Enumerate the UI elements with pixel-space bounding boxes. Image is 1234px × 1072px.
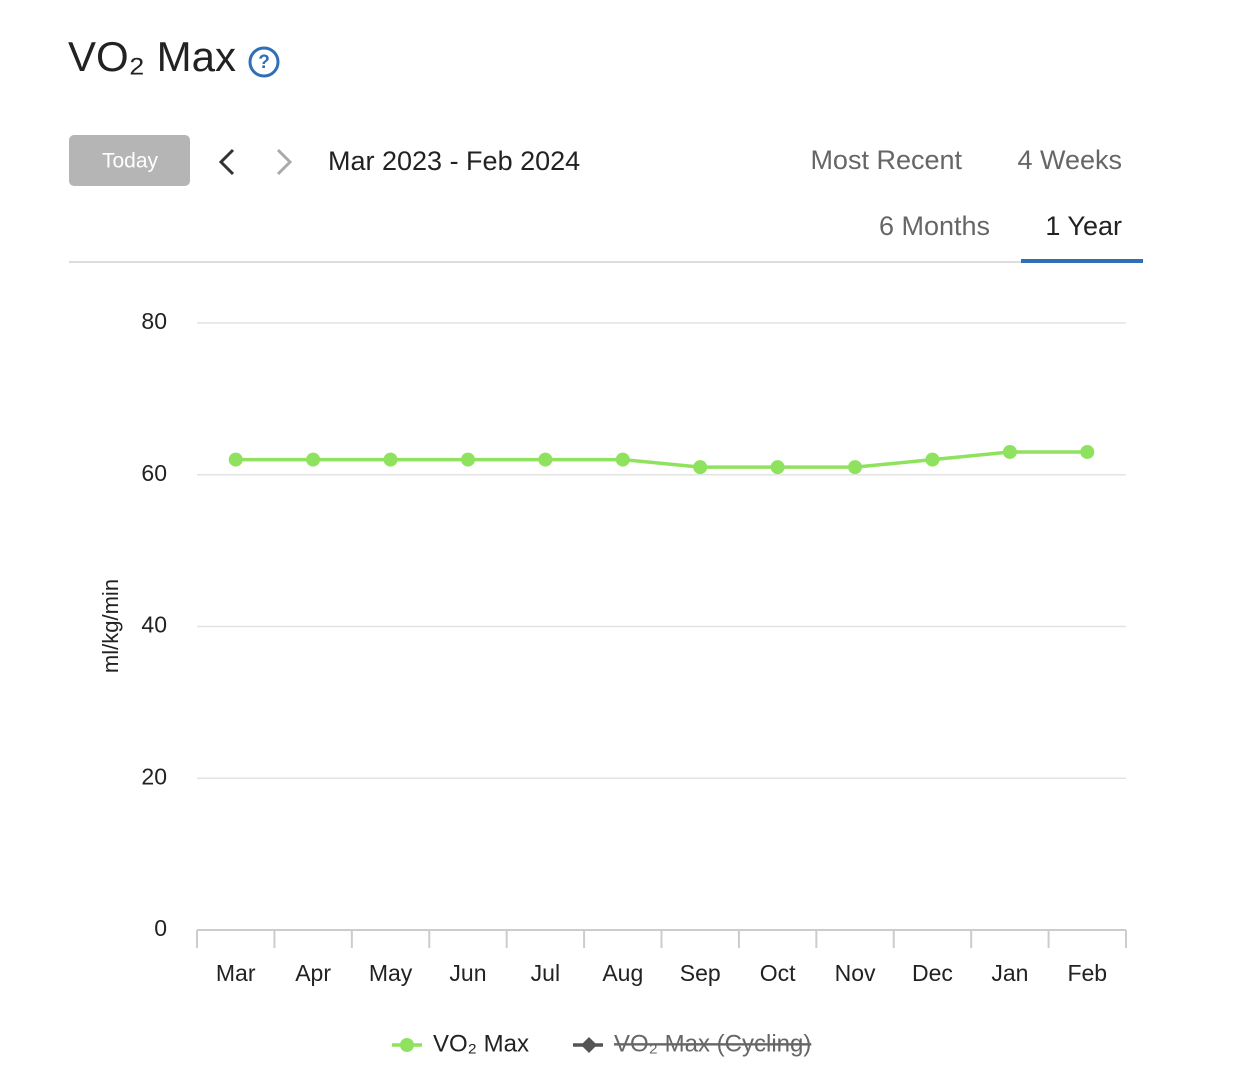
- data-point: [1002, 444, 1017, 459]
- prev-button[interactable]: [218, 148, 235, 176]
- data-point: [383, 452, 398, 467]
- x-tick-label: Jun: [449, 960, 486, 986]
- data-point: [693, 460, 708, 475]
- help-label: ?: [258, 52, 270, 73]
- x-tick-label: Oct: [760, 960, 796, 986]
- data-point: [306, 452, 321, 467]
- x-tick-label: Feb: [1067, 960, 1107, 986]
- x-tick-label: Nov: [835, 960, 876, 986]
- legend-marker: [400, 1038, 414, 1052]
- series-line: [235, 450, 1088, 469]
- data-point: [1080, 444, 1095, 459]
- tab[interactable]: 6 Months: [879, 211, 990, 241]
- data-point: [770, 460, 785, 475]
- date-range: Mar 2023 - Feb 2024: [328, 146, 580, 176]
- tab[interactable]: Most Recent: [810, 145, 962, 175]
- y-tick-label: 80: [141, 308, 167, 334]
- x-tick-label: Mar: [216, 960, 256, 986]
- today-label: Today: [102, 150, 159, 173]
- x-tick-label: Aug: [602, 960, 643, 986]
- x-tick-label: Jul: [531, 960, 560, 986]
- data-point: [848, 460, 863, 475]
- y-tick-label: 60: [141, 460, 167, 486]
- data-point: [925, 452, 940, 467]
- legend-marker: [581, 1037, 597, 1053]
- x-tick-label: Dec: [912, 960, 953, 986]
- y-tick-label: 40: [141, 612, 167, 638]
- tab[interactable]: 4 Weeks: [1017, 145, 1122, 175]
- help-icon[interactable]: ?: [248, 46, 280, 78]
- x-tick-label: Jan: [991, 960, 1028, 986]
- legend-label: VO₂ Max (Cycling): [614, 1030, 811, 1057]
- data-point: [615, 452, 630, 467]
- data-point: [538, 452, 553, 467]
- x-tick-label: Apr: [295, 960, 331, 986]
- y-tick-label: 20: [141, 763, 167, 789]
- x-tick-label: May: [369, 960, 413, 986]
- data-point: [460, 452, 475, 467]
- page-title: VO₂ Max: [68, 33, 236, 80]
- tab-active[interactable]: 1 Year: [1045, 211, 1122, 241]
- tab-underline: [1021, 259, 1143, 263]
- y-axis-label: ml/kg/min: [98, 579, 123, 673]
- x-tick-label: Sep: [680, 960, 721, 986]
- today-button[interactable]: Today: [69, 135, 190, 186]
- y-tick-label: 0: [154, 915, 167, 941]
- legend-label: VO₂ Max: [433, 1030, 529, 1057]
- next-button[interactable]: [276, 148, 293, 176]
- data-point: [228, 452, 243, 467]
